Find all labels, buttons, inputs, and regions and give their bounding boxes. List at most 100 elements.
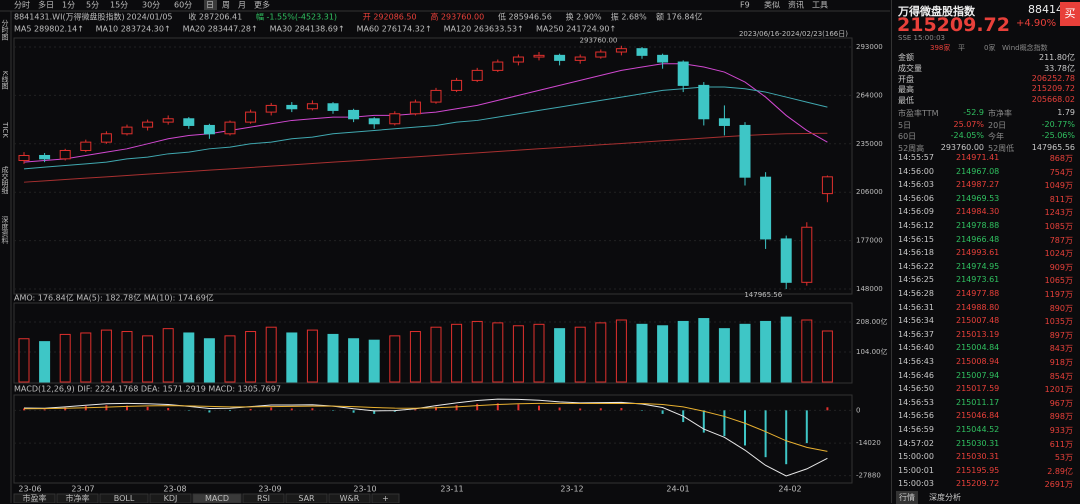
- candle-body: [512, 56, 524, 63]
- trade-volume: 53万: [1054, 453, 1073, 463]
- range-label: 2023/06/16-2024/02/23(166日): [739, 30, 848, 38]
- y-tick-label: 148000: [856, 285, 883, 293]
- tab-active: [204, 0, 217, 10]
- candle-body: [306, 103, 318, 110]
- volume-bar: [718, 328, 730, 383]
- stat-cell: 52周高: [898, 143, 925, 153]
- candle-body: [492, 61, 504, 71]
- macd-legend: MACD(12,26,9) DIF: 2224.1768 DEA: 1571.2…: [14, 385, 281, 394]
- volume-bar: [389, 335, 401, 383]
- low-annotation: 147965.56: [744, 291, 782, 299]
- sidebar-tab[interactable]: TICK: [1, 121, 9, 138]
- toolbar-tab[interactable]: 15分: [110, 1, 128, 10]
- sidebar-tab[interactable]: 成交明细: [1, 165, 9, 195]
- volume-bar: [203, 338, 215, 383]
- candle-body: [430, 89, 442, 103]
- toolbar-link[interactable]: F9: [740, 1, 750, 10]
- candle-body: [471, 69, 483, 81]
- candle-body: [327, 103, 339, 111]
- breadth: 0家: [984, 44, 996, 52]
- toolbar-link[interactable]: 工具: [812, 1, 828, 10]
- trade-price: 215004.84: [956, 343, 1000, 353]
- candle-body: [760, 176, 772, 240]
- indicator-tab[interactable]: 市盈率: [23, 493, 47, 503]
- candle-body: [636, 48, 648, 56]
- candle-body: [677, 61, 689, 86]
- trade-volume: 854万: [1049, 371, 1073, 381]
- y-tick-label: 206000: [856, 188, 883, 196]
- ma-line: [23, 86, 828, 170]
- trade-volume: 898万: [1049, 412, 1073, 422]
- toolbar-tab[interactable]: 分时: [14, 0, 30, 10]
- y-tick-label: -14020: [856, 439, 881, 447]
- trade-time: 14:56:56: [898, 411, 934, 421]
- indicator-tab[interactable]: RSI: [257, 494, 270, 503]
- indicator-tab-bg: [242, 493, 285, 503]
- indicator-tab[interactable]: BOLL: [114, 494, 135, 503]
- y-tick-label: 104.00亿: [856, 347, 888, 356]
- volume-bar: [142, 335, 154, 383]
- candle-body: [574, 56, 586, 61]
- trade-time: 14:56:43: [898, 357, 934, 366]
- candle-body: [554, 54, 566, 61]
- trade-price: 215209.72: [956, 479, 1000, 489]
- indicator-tab[interactable]: W&R: [340, 494, 360, 503]
- candle-body: [286, 104, 298, 110]
- trade-time: 14:56:12: [898, 221, 934, 230]
- candle-body: [18, 154, 30, 161]
- info-field: 额 176.84亿: [656, 12, 703, 22]
- indicator-tab[interactable]: SAR: [298, 494, 315, 503]
- bottom-tab[interactable]: 行情: [896, 491, 918, 504]
- bottom-tab[interactable]: 深度分析: [929, 493, 961, 502]
- candle-body: [657, 54, 669, 63]
- toolbar-tab[interactable]: 更多: [254, 0, 270, 10]
- sidebar-tab[interactable]: 深度资料: [1, 215, 9, 245]
- volume-bar: [368, 339, 380, 383]
- indicator-tab-bg: [149, 493, 192, 503]
- candle-body: [739, 124, 751, 178]
- volume-bar: [595, 322, 607, 383]
- volume-bar: [100, 329, 112, 383]
- indicator-tab[interactable]: KDJ: [164, 494, 178, 503]
- sidebar-tab[interactable]: K线图: [1, 71, 9, 91]
- trade-time: 14:56:25: [898, 275, 934, 285]
- toolbar-link[interactable]: 资讯: [788, 0, 804, 10]
- toolbar-tab[interactable]: 多日: [38, 0, 54, 10]
- volume-bar: [512, 325, 524, 383]
- x-tick-label: 24-01: [666, 485, 689, 494]
- trade-time: 14:56:28: [898, 289, 934, 298]
- trade-price: 215017.59: [956, 384, 1000, 394]
- trade-volume: 1197万: [1044, 290, 1073, 299]
- indicator-tab[interactable]: MACD: [205, 494, 229, 503]
- volume-bar: [533, 323, 545, 383]
- candle-body: [615, 48, 627, 53]
- candle-body: [121, 126, 133, 135]
- toolbar-tab[interactable]: 月: [238, 1, 246, 10]
- trade-volume: 754万: [1049, 167, 1073, 177]
- trade-time: 14:56:40: [898, 343, 934, 353]
- volume-bar: [554, 328, 566, 383]
- toolbar-tab[interactable]: 周: [222, 1, 230, 10]
- trade-price: 215008.94: [956, 357, 1000, 366]
- toolbar-tab[interactable]: 60分: [174, 1, 192, 10]
- toolbar-tab[interactable]: 5分: [86, 1, 99, 10]
- sidebar-tab[interactable]: 分时图: [1, 19, 9, 42]
- volume-bar: [698, 318, 710, 383]
- stat-cell: 147965.56: [1031, 142, 1075, 152]
- trade-time: 14:57:02: [898, 438, 934, 448]
- indicator-tab[interactable]: 市净率: [66, 493, 90, 503]
- trade-price: 215007.48: [956, 316, 1000, 326]
- trade-volume: 811万: [1049, 194, 1073, 204]
- toolbar-tab[interactable]: 30分: [142, 1, 160, 10]
- trade-time: 14:56:37: [898, 329, 934, 339]
- toolbar-tab[interactable]: 日: [206, 1, 214, 10]
- buy-button[interactable]: 买: [1060, 2, 1080, 26]
- high-annotation: 293760.00: [580, 37, 618, 45]
- toolbar-tab[interactable]: 1分: [62, 1, 75, 10]
- quote-label: 成交量: [898, 63, 922, 73]
- x-tick-label: 23-12: [560, 485, 583, 494]
- volume-bar: [224, 335, 236, 383]
- toolbar-link[interactable]: 类似: [764, 0, 780, 10]
- indicator-tab[interactable]: +: [382, 494, 389, 503]
- candle-body: [595, 51, 607, 58]
